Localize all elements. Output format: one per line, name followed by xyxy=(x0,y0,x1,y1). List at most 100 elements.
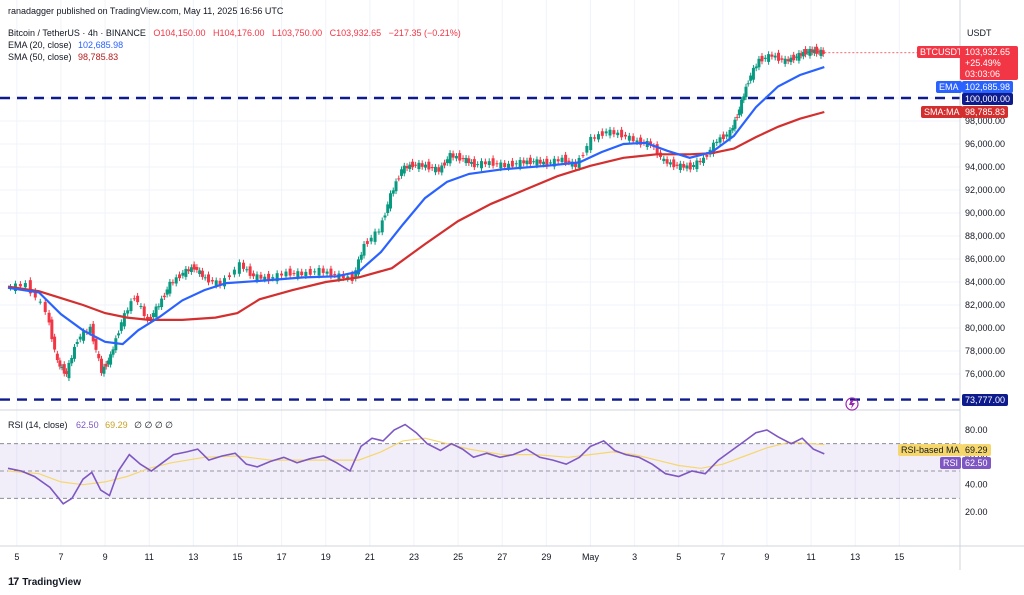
candle-body xyxy=(545,158,549,167)
candle-body xyxy=(746,83,750,85)
candle-body xyxy=(122,313,126,327)
candle-body xyxy=(420,163,424,167)
symbol-title: Bitcoin / TetherUS · 4h · BINANCE xyxy=(8,28,146,38)
symbol-legend[interactable]: Bitcoin / TetherUS · 4h · BINANCE O104,1… xyxy=(8,28,461,39)
candle-body xyxy=(38,301,42,303)
candle-body xyxy=(99,358,103,373)
candle-body xyxy=(60,367,64,369)
candle-body xyxy=(777,52,781,61)
candle-body xyxy=(333,273,337,276)
candle-body xyxy=(735,116,739,118)
candle-body xyxy=(525,160,529,165)
candle-body xyxy=(271,277,275,279)
ohlc-close: C103,932.65 xyxy=(329,28,382,38)
candle-body xyxy=(786,59,790,62)
candle-body xyxy=(251,273,255,277)
candle-body xyxy=(214,280,218,286)
horizontal-levels xyxy=(0,96,960,401)
candle-body xyxy=(377,231,381,233)
candle-body xyxy=(665,159,669,164)
candle-body xyxy=(635,140,639,143)
candle-body xyxy=(711,142,715,154)
candle-body xyxy=(783,58,787,64)
candle-body xyxy=(581,155,585,157)
candle-body xyxy=(160,298,164,308)
alert-icon[interactable] xyxy=(845,397,859,411)
candle-body xyxy=(304,271,308,277)
candle-body xyxy=(437,167,441,172)
candle-body xyxy=(733,119,737,129)
candle-body xyxy=(695,160,699,170)
candle-body xyxy=(443,162,447,166)
candle-body xyxy=(542,161,546,165)
currency-label[interactable]: USDT xyxy=(967,28,992,38)
candle-body xyxy=(754,66,758,69)
candle-body xyxy=(380,220,384,233)
rsi-ma-tag: RSI-based MA xyxy=(898,444,963,456)
sma-legend-value: 98,785.83 xyxy=(78,52,119,62)
rsi-ma-legend-value: 69.29 xyxy=(105,420,128,430)
time-tick-label: 5 xyxy=(14,552,19,562)
candle-body xyxy=(744,86,748,98)
candle-body xyxy=(255,274,259,281)
candle-body xyxy=(391,190,395,194)
candle-body xyxy=(518,159,522,168)
candle-body xyxy=(288,268,292,276)
candle-body xyxy=(267,273,271,282)
candle-body xyxy=(692,164,696,167)
candle-body xyxy=(725,134,729,137)
time-tick-label: 29 xyxy=(541,552,551,562)
candle-body xyxy=(445,159,449,163)
candle-body xyxy=(203,277,207,279)
time-tick-label: 9 xyxy=(103,552,108,562)
candle-body xyxy=(454,155,458,159)
candle-body xyxy=(698,160,702,163)
candle-body xyxy=(139,305,143,307)
candle-body xyxy=(365,241,369,244)
rsi-legend[interactable]: RSI (14, close) 62.50 69.29 ∅ ∅ ∅ ∅ xyxy=(8,420,173,431)
price-tick-label: 92,000.00 xyxy=(965,185,1005,195)
price-tag-change: +25.49% xyxy=(965,58,1001,68)
candle-body xyxy=(688,162,692,170)
candle-body xyxy=(451,153,455,158)
candle-body xyxy=(672,159,676,168)
candle-body xyxy=(129,301,133,312)
price-tag-value: 103,932.65 xyxy=(965,47,1011,57)
candle-body xyxy=(284,271,288,277)
candle-body xyxy=(28,280,32,294)
candle-body xyxy=(117,333,121,336)
tradingview-logo[interactable]: 17 TradingView xyxy=(8,576,81,588)
candle-body xyxy=(162,295,166,298)
rsi-legend-extra: ∅ ∅ ∅ ∅ xyxy=(134,420,174,430)
candle-body xyxy=(168,281,172,294)
candle-body xyxy=(408,164,412,170)
tradingview-mark-icon: 17 xyxy=(8,576,19,588)
candle-body xyxy=(763,57,767,59)
candle-body xyxy=(685,165,689,169)
time-tick-label: 15 xyxy=(894,552,904,562)
candle-body xyxy=(400,169,404,176)
candle-body xyxy=(178,274,182,279)
candle-body xyxy=(206,274,210,283)
candle-body xyxy=(82,331,86,341)
candle-body xyxy=(189,267,193,272)
candle-body xyxy=(146,316,150,320)
sma-legend[interactable]: SMA (50, close) 98,785.83 xyxy=(8,52,118,63)
time-tick-label: 5 xyxy=(676,552,681,562)
candle-body xyxy=(491,158,495,166)
ema-legend[interactable]: EMA (20, close) 102,685.98 xyxy=(8,40,123,51)
rsi-legend-label: RSI (14, close) xyxy=(8,420,68,430)
candle-body xyxy=(33,290,37,298)
candle-body xyxy=(325,271,329,274)
candle-body xyxy=(263,276,267,280)
price-tick-label: 80,000.00 xyxy=(965,323,1005,333)
candle-body xyxy=(548,162,552,164)
candle-body xyxy=(157,306,161,308)
candle-body xyxy=(483,161,487,165)
price-tick-label: 78,000.00 xyxy=(965,346,1005,356)
price-tick-label: 86,000.00 xyxy=(965,254,1005,264)
time-tick-label: 7 xyxy=(58,552,63,562)
time-tick-label: 11 xyxy=(806,552,815,562)
candle-body xyxy=(715,141,719,144)
ema20-line xyxy=(7,66,825,346)
